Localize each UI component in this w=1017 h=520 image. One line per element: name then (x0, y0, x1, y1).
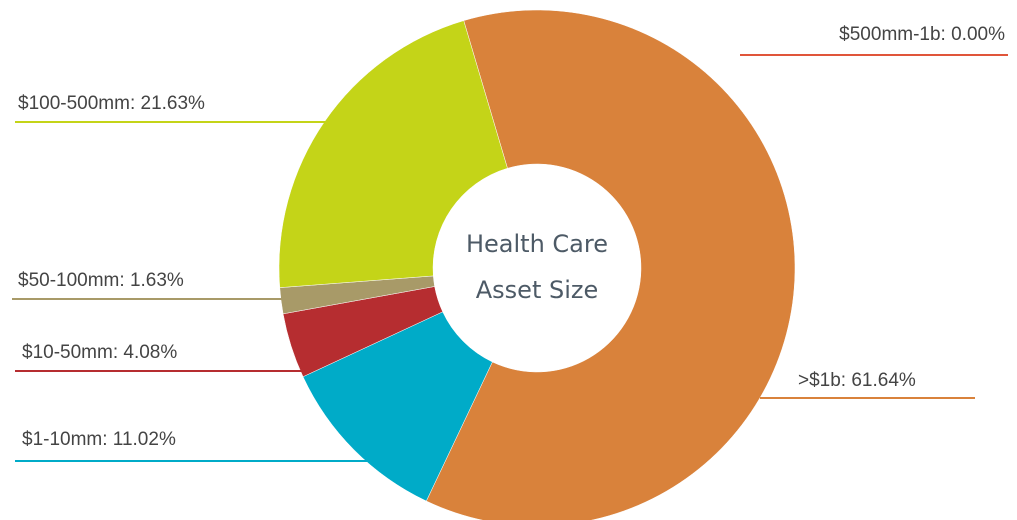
slice-label: $1-10mm: 11.02% (22, 429, 176, 450)
slice-label: $100-500mm: 21.63% (18, 93, 205, 114)
center-label: Asset Size (476, 276, 599, 304)
slice-label: $500mm-1b: 0.00% (839, 24, 1005, 45)
slice (302, 311, 493, 502)
slice (278, 20, 508, 288)
slice-label: $10-50mm: 4.08% (22, 342, 177, 363)
slice (425, 9, 796, 520)
slice-label: >$1b: 61.64% (798, 370, 916, 391)
slice-label: $50-100mm: 1.63% (18, 270, 184, 291)
center-label: Health Care (466, 230, 608, 258)
